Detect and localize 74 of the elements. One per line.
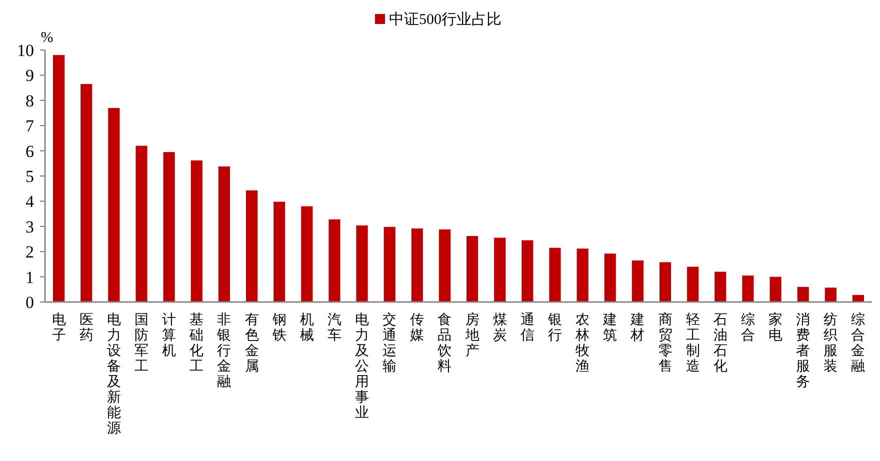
x-tick-label: 综合金融 — [851, 312, 866, 374]
x-tick-label: 基础化工 — [188, 312, 204, 374]
x-tick-label: 煤炭 — [492, 312, 507, 344]
x-tick-label: 建材 — [630, 312, 645, 344]
x-tick-label: 银行 — [546, 312, 562, 344]
bar — [190, 160, 202, 302]
bar — [163, 152, 175, 302]
bar — [384, 226, 396, 302]
bar — [466, 236, 478, 302]
bar — [411, 228, 423, 302]
bar — [659, 262, 672, 302]
bar — [632, 260, 644, 302]
bar — [80, 84, 92, 302]
y-tick-label: 3 — [26, 217, 34, 236]
x-tick-label: 纺织服装 — [824, 312, 838, 374]
y-tick-label: 6 — [26, 142, 34, 161]
legend: 中证500行业占比 — [375, 12, 502, 28]
bar — [549, 248, 561, 302]
y-tick-label: 10 — [17, 41, 34, 60]
y-axis-title: % — [40, 30, 54, 46]
bar — [714, 272, 726, 302]
bar — [136, 146, 148, 302]
x-tick-label: 轻工制造 — [686, 312, 700, 374]
bar — [852, 294, 864, 302]
x-tick-label: 建筑 — [602, 312, 618, 344]
x-tick-label: 通信 — [520, 312, 534, 344]
y-tick-label: 7 — [26, 116, 34, 136]
x-tick-label: 石油石化 — [713, 313, 728, 374]
x-tick-label: 非银行金融 — [216, 312, 232, 390]
bar — [770, 276, 782, 302]
x-tick-label: 电力及公用事业 — [355, 312, 370, 421]
bar — [824, 288, 836, 302]
x-tick-label: 医药 — [79, 313, 94, 344]
y-tick-label: 4 — [26, 192, 34, 212]
y-tick-label: 0 — [26, 293, 34, 312]
x-tick-label: 电子 — [52, 312, 66, 344]
y-tick-label: 8 — [26, 91, 34, 110]
y-tick-label: 5 — [26, 167, 34, 186]
bar — [604, 254, 616, 302]
x-tick-label: 综合 — [740, 312, 755, 344]
x-tick-label: 有色金属 — [244, 312, 259, 374]
bar — [52, 55, 65, 302]
bar — [246, 190, 258, 302]
bar — [797, 286, 809, 302]
legend-label: 中证500行业占比 — [389, 11, 502, 28]
bar — [108, 108, 120, 302]
y-tick-label: 1 — [26, 268, 34, 287]
bar — [274, 202, 286, 302]
y-tick-label: 2 — [26, 242, 34, 262]
x-tick-label: 计算机 — [162, 312, 176, 359]
x-tick-label: 汽车 — [327, 312, 342, 344]
x-tick-label: 食品饮料 — [436, 312, 452, 374]
bar — [438, 229, 451, 302]
x-tick-label: 商贸零售 — [658, 312, 672, 374]
bar — [356, 225, 368, 302]
x-tick-label: 机械 — [300, 312, 314, 344]
x-tick-label: 钢铁 — [271, 312, 286, 344]
bar — [218, 166, 230, 302]
x-tick-label: 国防军工 — [134, 313, 148, 374]
bar — [687, 266, 699, 302]
bar — [328, 219, 340, 302]
bar — [494, 238, 506, 302]
x-tick-label: 传媒 — [410, 312, 424, 344]
bar — [576, 248, 588, 302]
x-tick-label: 交通运输 — [382, 312, 397, 374]
x-tick-label: 农林牧渔 — [574, 312, 590, 374]
y-tick-label: 9 — [26, 66, 34, 86]
bar — [301, 206, 313, 302]
x-tick-label: 家电 — [768, 312, 783, 344]
x-tick-label: 电力设备及新能源 — [106, 312, 121, 436]
x-tick-label: 房地产 — [464, 312, 480, 359]
x-tick-label: 消费者服务 — [796, 312, 810, 390]
bar — [522, 240, 534, 302]
bar — [742, 276, 754, 302]
